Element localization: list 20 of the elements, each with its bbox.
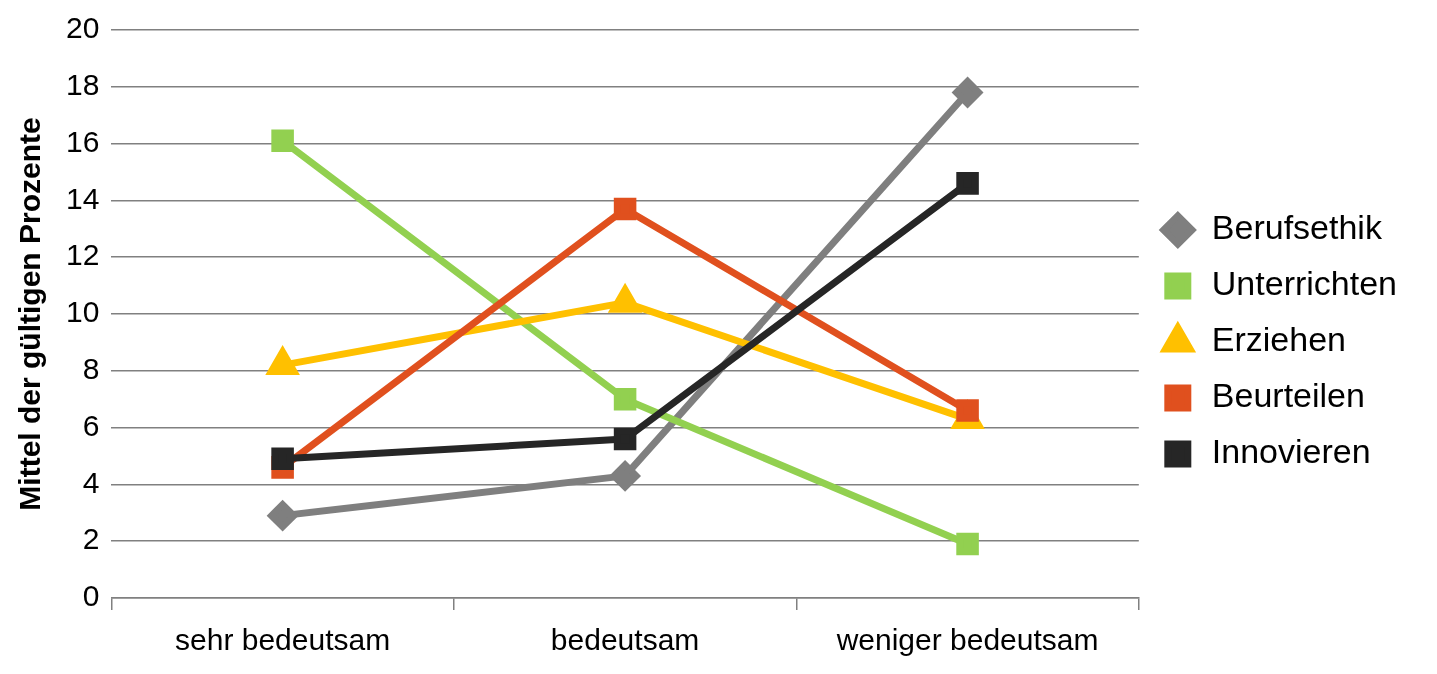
y-tick-label: 12 — [65, 238, 100, 272]
y-tick-label: 8 — [82, 352, 100, 386]
y-tick-label: 20 — [65, 11, 100, 45]
x-tick-label: bedeutsam — [550, 623, 700, 657]
y-tick-label: 16 — [65, 124, 100, 158]
x-tick-label: weniger bedeutsam — [835, 623, 1099, 657]
y-tick-label: 6 — [82, 408, 100, 442]
y-tick-label: 14 — [65, 181, 100, 215]
legend-label: Erziehen — [1211, 320, 1347, 359]
y-axis-title: Mittel der gültigen Prozente — [13, 117, 47, 511]
y-tick-label: 10 — [65, 295, 100, 329]
legend-label: Unterrichten — [1211, 264, 1398, 303]
x-tick-label: sehr bedeutsam — [175, 623, 391, 657]
y-tick-label: 4 — [82, 465, 100, 499]
legend-label: Berufsethik — [1211, 208, 1383, 247]
y-tick-label: 18 — [65, 68, 100, 102]
y-tick-label: 2 — [82, 522, 100, 556]
y-tick-label: 0 — [82, 579, 100, 613]
legend-label: Beurteilen — [1211, 376, 1365, 415]
legend-label: Innovieren — [1211, 432, 1371, 471]
